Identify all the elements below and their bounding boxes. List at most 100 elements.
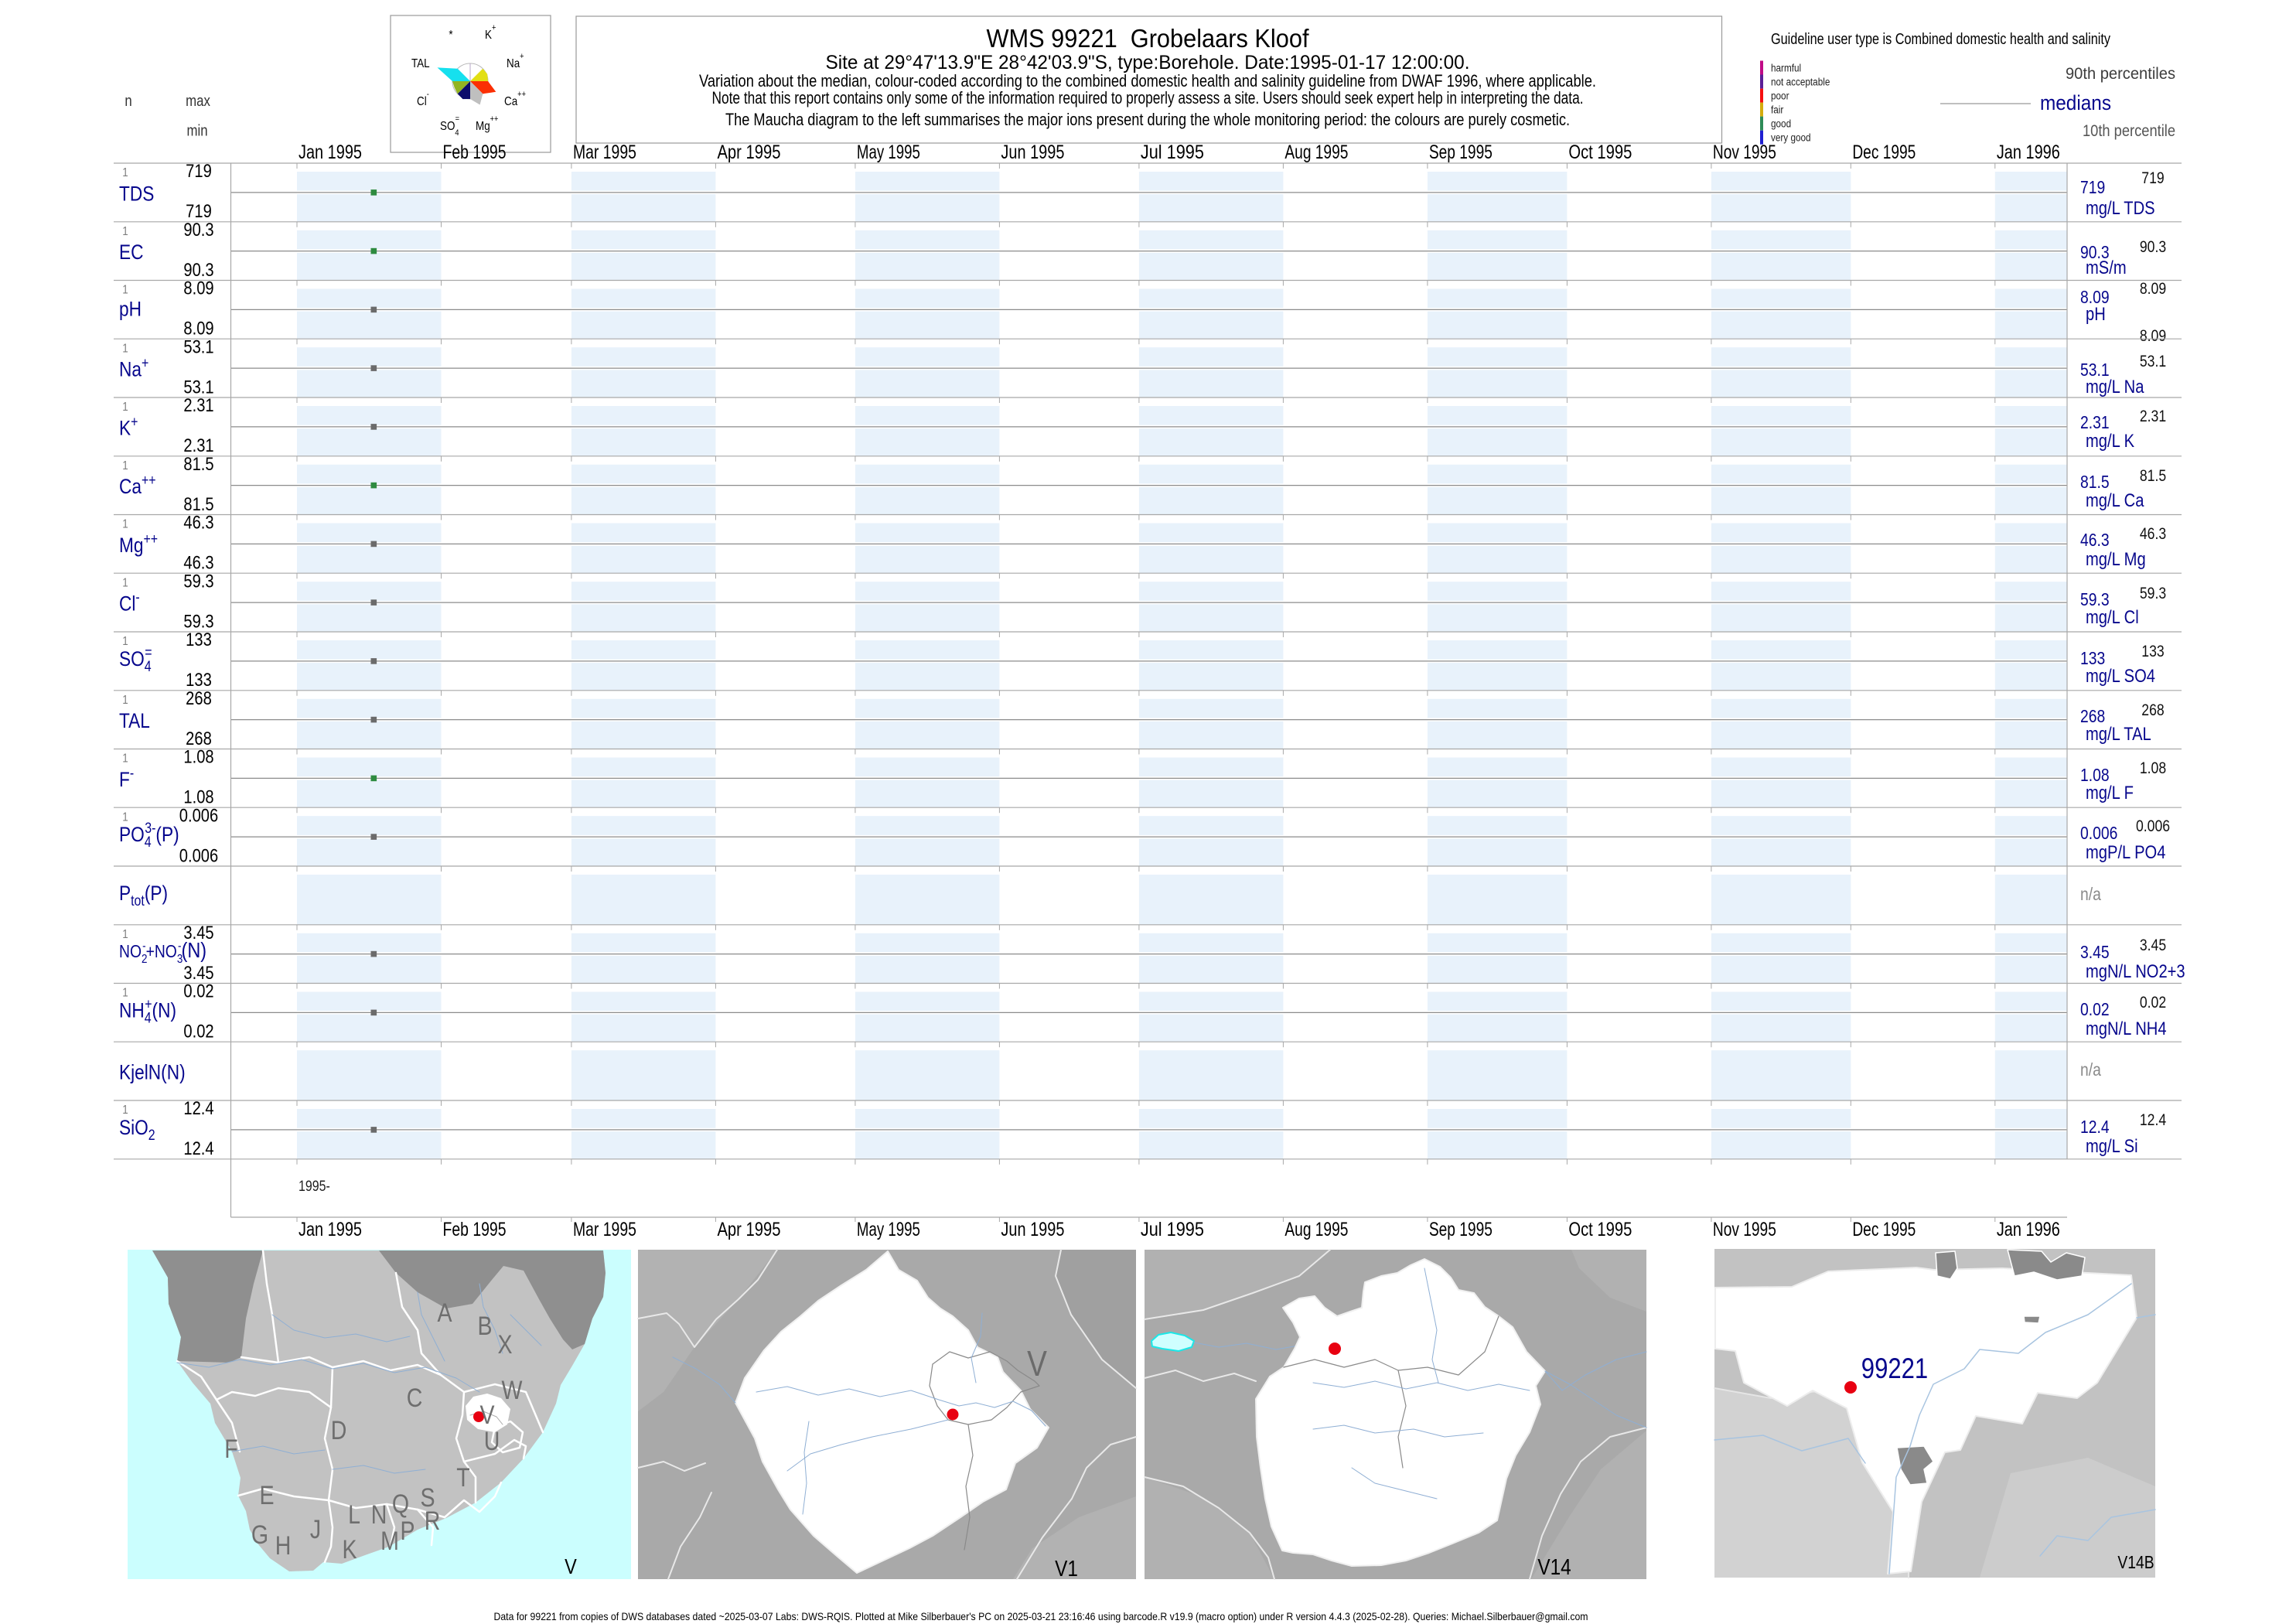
svg-text:8.09: 8.09: [2080, 288, 2110, 308]
svg-text:mg/L TDS: mg/L TDS: [2086, 197, 2155, 218]
svg-text:mgN/L NO2+3: mgN/L NO2+3: [2086, 960, 2185, 981]
svg-text:719: 719: [186, 200, 212, 221]
svg-text:59.3: 59.3: [2080, 591, 2110, 610]
svg-text:W: W: [502, 1376, 523, 1405]
svg-text:Aug 1995: Aug 1995: [1284, 1219, 1348, 1240]
svg-text:719: 719: [2080, 179, 2105, 198]
svg-text:12.4: 12.4: [2140, 1111, 2167, 1130]
svg-text:TDS: TDS: [119, 183, 154, 206]
svg-text:268: 268: [2080, 708, 2105, 727]
svg-text:B: B: [477, 1312, 492, 1341]
svg-text:1: 1: [122, 810, 128, 824]
svg-text:Nov 1995: Nov 1995: [1713, 142, 1776, 163]
svg-text:May 1995: May 1995: [857, 142, 920, 163]
svg-text:719: 719: [2141, 169, 2164, 188]
svg-text:Ca++: Ca++: [119, 472, 156, 499]
svg-text:TAL: TAL: [119, 709, 150, 732]
svg-text:0.006: 0.006: [179, 845, 218, 866]
svg-text:n/a: n/a: [2080, 885, 2101, 904]
svg-text:pH: pH: [119, 298, 142, 321]
svg-text:V1: V1: [1055, 1556, 1078, 1581]
svg-text:K: K: [342, 1535, 357, 1564]
svg-text:Jan 1996: Jan 1996: [1997, 142, 2060, 163]
svg-text:min: min: [186, 121, 207, 139]
svg-text:SiO2: SiO2: [119, 1116, 155, 1143]
svg-text:1.08: 1.08: [183, 746, 213, 767]
svg-text:mg/L F: mg/L F: [2086, 782, 2134, 803]
svg-text:max: max: [186, 92, 210, 110]
svg-text:Jul 1995: Jul 1995: [1141, 142, 1204, 163]
svg-text:S: S: [420, 1483, 435, 1513]
svg-text:90.3: 90.3: [183, 259, 213, 280]
svg-text:mg/L K: mg/L K: [2086, 430, 2134, 451]
svg-text:268: 268: [186, 687, 212, 708]
svg-text:1: 1: [122, 284, 128, 297]
svg-text:0.02: 0.02: [183, 1021, 213, 1042]
svg-text:Jul 1995: Jul 1995: [1141, 1219, 1204, 1240]
svg-text:pH: pH: [2086, 303, 2106, 324]
svg-text:99221: 99221: [1861, 1353, 1928, 1385]
svg-text:Sep 1995: Sep 1995: [1429, 1219, 1493, 1240]
svg-text:1: 1: [122, 987, 128, 1000]
svg-text:0.02: 0.02: [183, 981, 213, 1001]
svg-text:F-: F-: [119, 765, 134, 792]
svg-text:very good: very good: [1771, 131, 1811, 144]
svg-text:WMS 99221 Grobelaars Kloof: WMS 99221 Grobelaars Kloof: [987, 24, 1310, 53]
svg-text:133: 133: [2141, 643, 2164, 661]
svg-text:D: D: [331, 1416, 347, 1445]
svg-text:Variation about the median, c: Variation about the median, colour-coded…: [699, 71, 1596, 90]
svg-text:2.31: 2.31: [183, 394, 213, 415]
svg-text:81.5: 81.5: [2140, 467, 2166, 486]
svg-text:1: 1: [122, 459, 128, 473]
svg-text:Sep 1995: Sep 1995: [1429, 142, 1493, 163]
svg-text:TAL: TAL: [411, 57, 430, 70]
svg-text:1: 1: [122, 635, 128, 648]
svg-text:Jun 1995: Jun 1995: [1001, 1219, 1064, 1240]
svg-text:*: *: [449, 29, 452, 42]
svg-text:mg/L Ca: mg/L Ca: [2086, 490, 2144, 510]
svg-text:10th percentile: 10th percentile: [2083, 122, 2175, 140]
svg-text:M: M: [380, 1527, 399, 1556]
svg-text:F: F: [224, 1435, 237, 1464]
svg-text:poor: poor: [1771, 90, 1789, 102]
svg-text:Dec 1995: Dec 1995: [1852, 1219, 1916, 1240]
svg-text:1: 1: [122, 576, 128, 589]
svg-text:0.02: 0.02: [2140, 994, 2166, 1012]
svg-text:good: good: [1771, 118, 1791, 130]
svg-text:Guideline user type is Combine: Guideline user type is Combined domestic…: [1771, 31, 2110, 48]
svg-text:V14: V14: [1537, 1554, 1571, 1579]
svg-text:N: N: [371, 1500, 387, 1530]
svg-text:719: 719: [186, 160, 212, 181]
svg-text:harmful: harmful: [1771, 62, 1801, 74]
svg-text:Jan 1995: Jan 1995: [299, 142, 362, 163]
svg-text:mgP/L PO4: mgP/L PO4: [2086, 841, 2165, 862]
svg-text:Data for 99221 from copies of: Data for 99221 from copies of DWS databa…: [494, 1610, 1588, 1622]
svg-text:mg/L Si: mg/L Si: [2086, 1135, 2138, 1156]
svg-text:3.45: 3.45: [183, 922, 213, 943]
svg-text:medians: medians: [2040, 91, 2111, 114]
svg-text:KjelN(N): KjelN(N): [119, 1061, 186, 1084]
svg-text:1: 1: [122, 225, 128, 238]
svg-text:1: 1: [122, 401, 128, 414]
svg-text:12.4: 12.4: [2080, 1118, 2110, 1138]
svg-text:Apr 1995: Apr 1995: [717, 1219, 780, 1240]
svg-text:0.006: 0.006: [179, 805, 218, 826]
svg-text:The Maucha diagram to the left: The Maucha diagram to the left summarise…: [725, 110, 1570, 129]
svg-text:90.3: 90.3: [2140, 238, 2166, 257]
svg-text:n: n: [125, 92, 131, 110]
svg-text:mg/L Cl: mg/L Cl: [2086, 606, 2139, 627]
svg-text:V: V: [1027, 1344, 1047, 1383]
svg-text:81.5: 81.5: [2080, 473, 2110, 493]
svg-text:Cl-: Cl-: [417, 90, 429, 108]
svg-text:R: R: [425, 1506, 441, 1536]
svg-text:mg/L SO4: mg/L SO4: [2086, 665, 2155, 686]
svg-text:90th percentiles: 90th percentiles: [2066, 65, 2175, 83]
svg-text:mS/m: mS/m: [2086, 257, 2127, 278]
svg-text:46.3: 46.3: [183, 512, 213, 533]
svg-text:A: A: [437, 1298, 452, 1328]
svg-text:1995-: 1995-: [299, 1178, 330, 1195]
svg-text:1: 1: [122, 752, 128, 766]
svg-text:V14B: V14B: [2117, 1554, 2154, 1573]
svg-text:not acceptable: not acceptable: [1771, 76, 1830, 88]
svg-text:mg/L Na: mg/L Na: [2086, 376, 2144, 397]
